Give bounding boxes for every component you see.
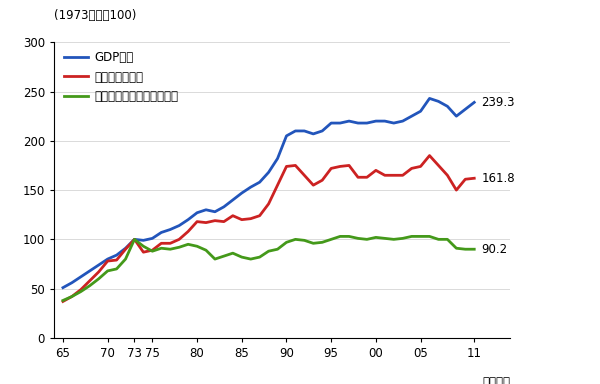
Text: 90.2: 90.2	[481, 243, 508, 255]
Text: 239.3: 239.3	[481, 96, 515, 109]
Text: (1973年度＝100): (1973年度＝100)	[54, 8, 136, 22]
Legend: GDP指数, 製造業生産指数, 製造業エネルギー消費指数: GDP指数, 製造業生産指数, 製造業エネルギー消費指数	[64, 51, 178, 103]
Text: （年度）: （年度）	[482, 376, 510, 384]
Text: 161.8: 161.8	[481, 172, 515, 185]
